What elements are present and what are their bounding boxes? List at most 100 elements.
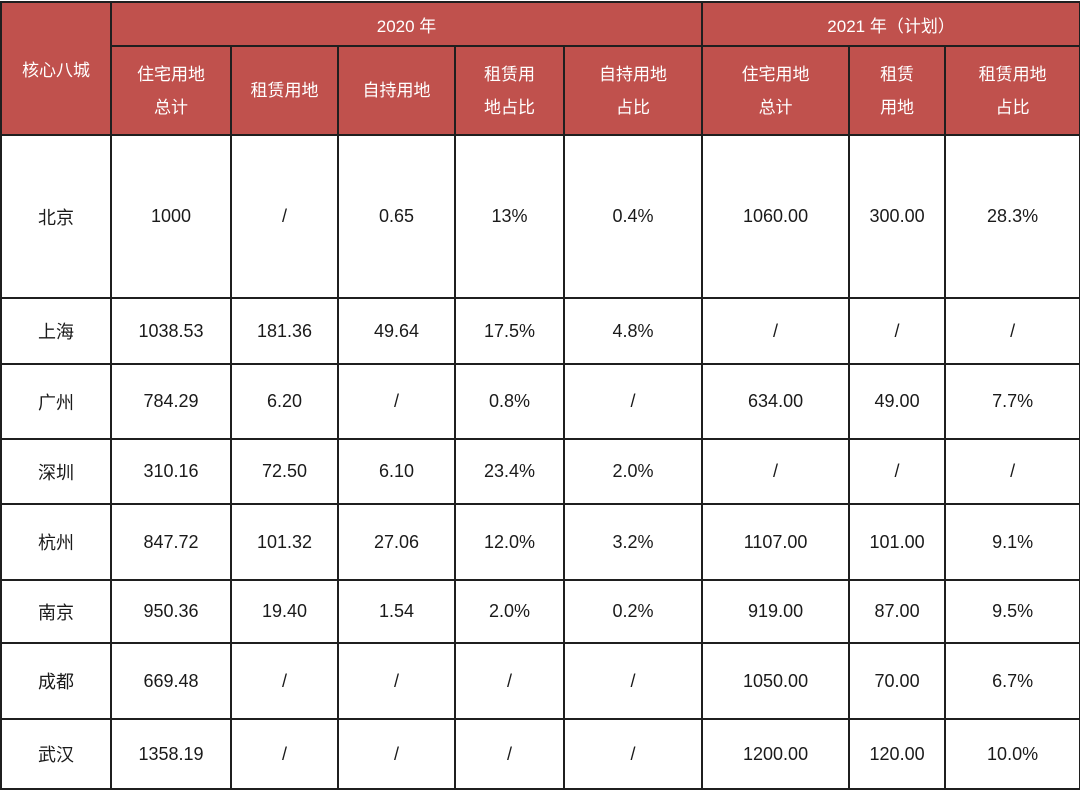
data-cell: 49.64 <box>337 297 456 365</box>
data-cell: 28.3% <box>944 134 1080 299</box>
column-header-line: 总计 <box>758 97 793 117</box>
data-cell: 87.00 <box>848 579 947 644</box>
column-header-line: 租赁用地 <box>978 64 1047 84</box>
column-header: 租赁用地 <box>848 45 947 136</box>
row-city-label: 南京 <box>0 579 112 644</box>
data-cell: 669.48 <box>110 642 232 720</box>
table-row: 深圳 310.16 72.50 6.10 23.4% 2.0% / / / <box>0 438 1080 505</box>
column-header-line: 占比 <box>616 97 651 117</box>
table-row: 武汉 1358.19// //1200.00 120.00 10.0% <box>0 718 1080 790</box>
data-cell: 3.2% <box>562 503 704 581</box>
column-header-line: 地占比 <box>484 97 535 117</box>
data-cell: 1038.53 <box>110 297 232 365</box>
data-cell: 10.0% <box>944 718 1080 790</box>
table-row: 杭州 847.72 101.32 27.06 12.0% 3.2% 1107.00 101.0… <box>0 503 1080 581</box>
data-cell: 1060.00 <box>701 134 851 299</box>
column-header-line: 自持用地 <box>599 64 668 84</box>
row-city-label: 武汉 <box>0 718 112 790</box>
data-cell: 1050.00 <box>701 642 851 720</box>
data-cell: 72.50 <box>230 438 339 505</box>
data-cell: 9.1% <box>944 503 1080 581</box>
data-cell: 6.7% <box>944 642 1080 720</box>
table-header: 核心八城 2020 年 2021 年（计划） 住宅用地 总计 租赁用地 自持用地 租赁用… <box>0 1 1080 136</box>
column-header: 住宅用地 总计 <box>701 45 851 136</box>
data-cell: / <box>230 642 339 720</box>
column-header: 自持用地 占比 <box>562 45 704 136</box>
data-cell: 6.10 <box>337 438 456 505</box>
table-row: 北京 1000/0.65 13% 0.4% 1060.00 300.00 28.3% <box>0 134 1080 299</box>
data-cell: 19.40 <box>230 579 339 644</box>
data-cell: / <box>848 297 947 365</box>
column-header: 租赁用地 <box>230 45 339 136</box>
data-cell: 950.36 <box>110 579 232 644</box>
row-city-label: 杭州 <box>0 503 112 581</box>
column-header: 租赁用地占比 <box>944 45 1080 136</box>
data-cell: / <box>230 718 339 790</box>
data-cell: 2.0% <box>454 579 565 644</box>
year-group-header-2021: 2021 年（计划） <box>701 1 1080 47</box>
data-cell: 1000 <box>110 134 232 299</box>
data-cell: / <box>454 718 565 790</box>
column-header: 租赁用地占比 <box>454 45 565 136</box>
data-cell: 634.00 <box>701 363 851 440</box>
data-cell: 0.2% <box>562 579 704 644</box>
data-cell: 1.54 <box>337 579 456 644</box>
data-cell: 101.32 <box>230 503 339 581</box>
data-cell: / <box>848 438 947 505</box>
data-cell: / <box>944 297 1080 365</box>
year-group-row: 核心八城 2020 年 2021 年（计划） <box>0 1 1080 136</box>
table-row: 成都 669.48// //1050.00 70.00 6.7% <box>0 642 1080 720</box>
data-cell: / <box>337 642 456 720</box>
data-cell: 17.5% <box>454 297 565 365</box>
land-supply-table: 核心八城 2020 年 2021 年（计划） 住宅用地 总计 租赁用地 自持用地 租赁用… <box>0 1 1080 790</box>
column-header: 自持用地 <box>337 45 456 136</box>
data-cell: 0.4% <box>562 134 704 299</box>
row-city-label: 深圳 <box>0 438 112 505</box>
data-cell: / <box>562 363 704 440</box>
table-body: 北京 1000/0.65 13% 0.4% 1060.00 300.00 28.3% 上海 10… <box>0 134 1080 790</box>
table-row: 广州 784.29 6.20/0.8%/634.00 49.00 7.7% <box>0 363 1080 440</box>
table-row: 上海 1038.53 181.36 49.64 17.5% 4.8% / / / <box>0 297 1080 365</box>
data-cell: 13% <box>454 134 565 299</box>
column-header-line: 总计 <box>154 97 188 117</box>
data-cell: / <box>562 718 704 790</box>
data-cell: / <box>944 438 1080 505</box>
row-city-label: 北京 <box>0 134 112 299</box>
year-group-header-2020: 2020 年 <box>109 1 704 47</box>
data-cell: 70.00 <box>848 642 947 720</box>
corner-header-cell: 核心八城 <box>0 1 112 136</box>
data-cell: 49.00 <box>848 363 947 440</box>
column-header-line: 租赁用地 <box>250 81 319 100</box>
data-cell: / <box>454 642 565 720</box>
data-cell: 847.72 <box>110 503 232 581</box>
data-cell: 9.5% <box>944 579 1080 644</box>
data-cell: / <box>337 363 456 440</box>
data-cell: 784.29 <box>110 363 232 440</box>
data-cell: / <box>230 134 339 299</box>
column-header-line: 租赁用 <box>484 64 535 84</box>
column-header-line: 自持用地 <box>362 81 431 100</box>
column-header: 住宅用地 总计 <box>110 45 232 136</box>
data-cell: 27.06 <box>337 503 456 581</box>
table-row: 南京 950.36 19.40 1.54 2.0% 0.2% 919.00 87.00 9.5% <box>0 579 1080 644</box>
column-header-line: 住宅用地 <box>137 64 205 84</box>
data-cell: 0.65 <box>337 134 456 299</box>
data-cell: 181.36 <box>230 297 339 365</box>
column-header-row: 住宅用地 总计 租赁用地 自持用地 租赁用 地占比 自持用地 占比 住宅用地 总计 租赁 用地 租赁用地… <box>1 45 1080 136</box>
data-cell: 310.16 <box>110 438 232 505</box>
data-cell: / <box>562 642 704 720</box>
row-city-label: 成都 <box>0 642 112 720</box>
data-cell: / <box>701 297 851 365</box>
data-cell: 300.00 <box>848 134 947 299</box>
data-cell: 1200.00 <box>701 718 851 790</box>
data-cell: 0.8% <box>454 363 565 440</box>
data-cell: 1358.19 <box>110 718 232 790</box>
data-cell: 101.00 <box>848 503 947 581</box>
data-cell: 120.00 <box>848 718 947 790</box>
data-cell: 12.0% <box>454 503 565 581</box>
column-header-line: 占比 <box>995 97 1030 117</box>
column-header-line: 租赁 <box>880 64 915 84</box>
data-cell: / <box>337 718 456 790</box>
data-cell: 1107.00 <box>701 503 851 581</box>
